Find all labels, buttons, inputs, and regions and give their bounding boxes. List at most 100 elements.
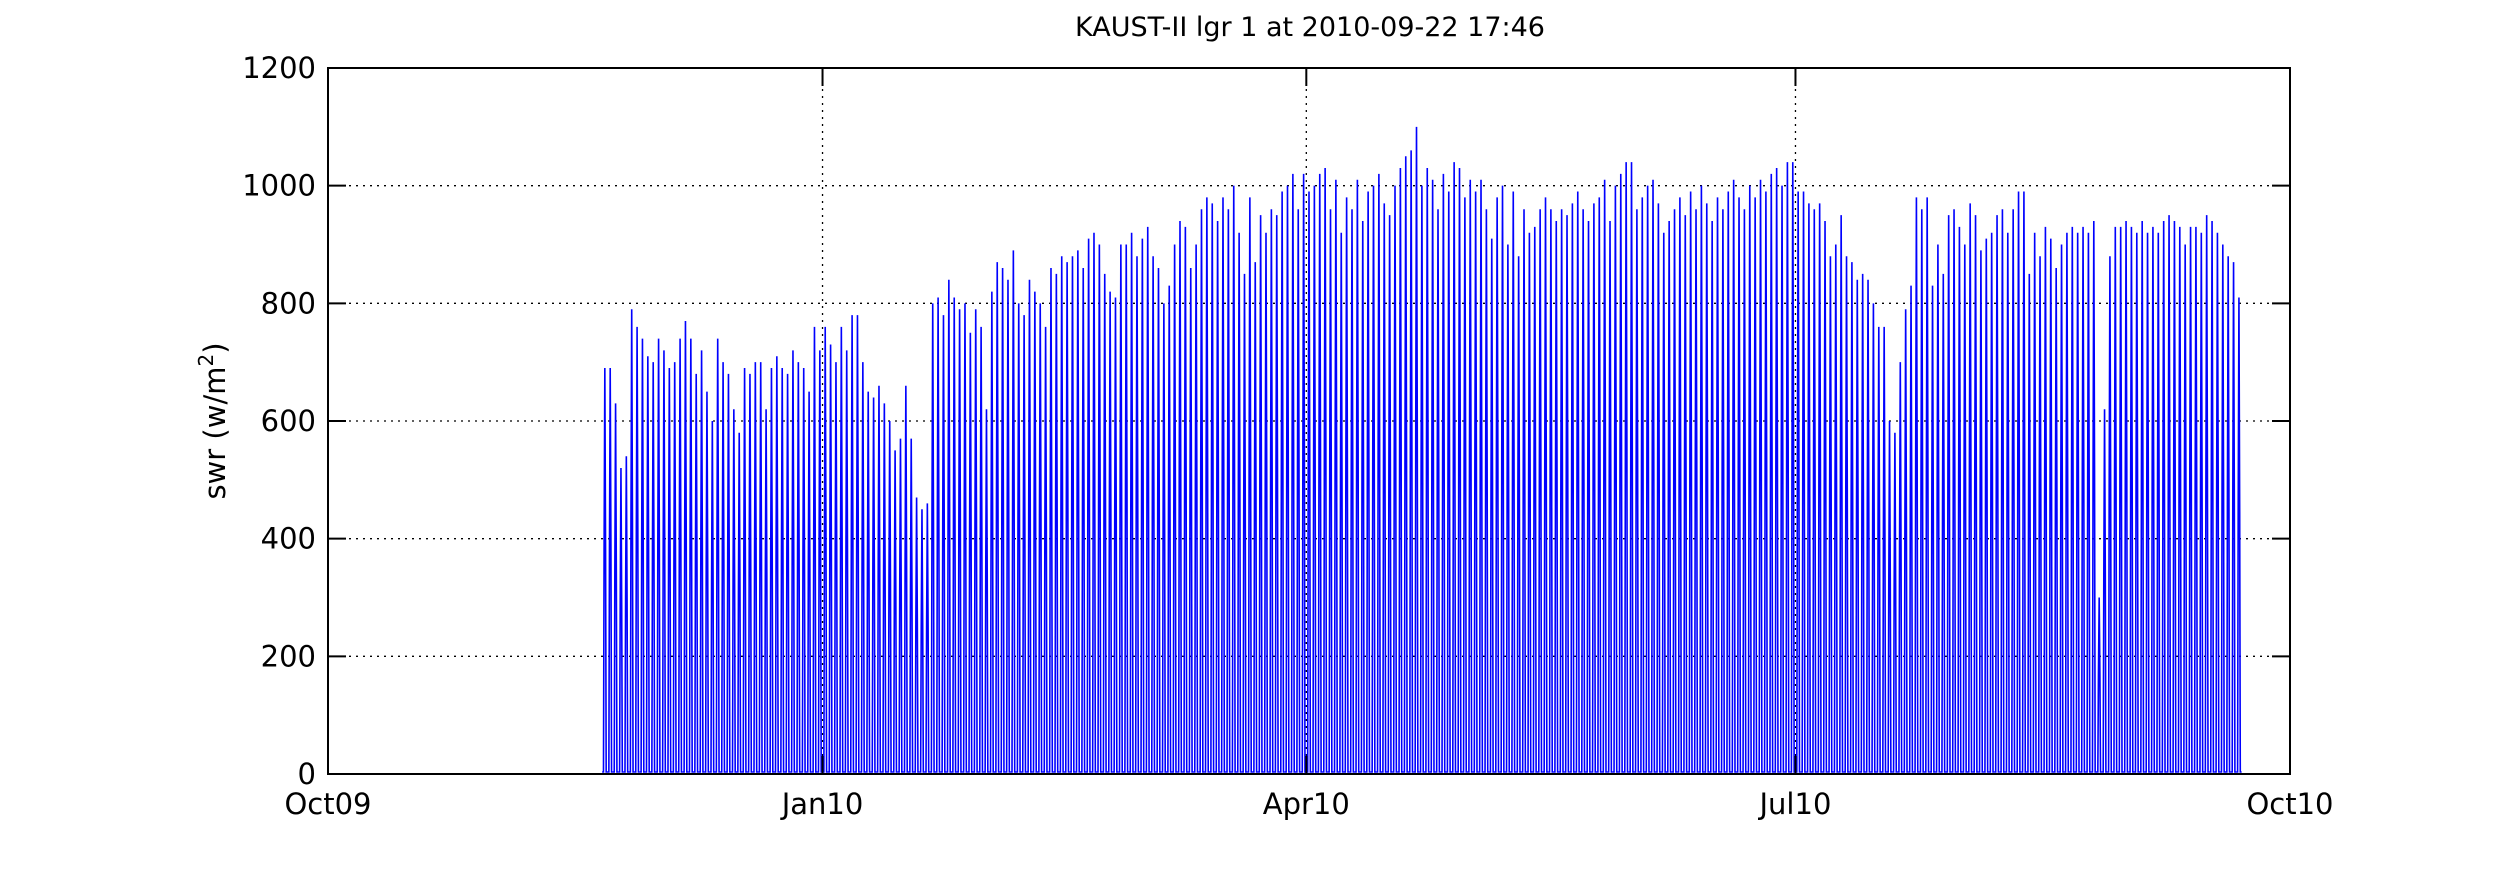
daily-swr-cycle [1816, 203, 1823, 773]
x-tick-label: Oct10 [2246, 787, 2333, 821]
daily-swr-cycle [666, 368, 673, 773]
daily-swr-cycle [1779, 185, 1785, 773]
daily-swr-cycle [1010, 250, 1017, 773]
daily-swr-cycle [1628, 162, 1635, 773]
daily-swr-cycle [1107, 291, 1113, 773]
daily-swr-cycle [1644, 185, 1651, 773]
daily-swr-cycle [865, 391, 871, 773]
daily-swr-cycle [2107, 256, 2113, 773]
daily-swr-cycle [1677, 197, 1683, 773]
daily-swr-cycle [2053, 268, 2059, 773]
daily-swr-cycle [1236, 232, 1242, 773]
daily-swr-cycle [1532, 226, 1538, 773]
daily-swr-cycle [1768, 173, 1774, 773]
daily-swr-cycle [758, 362, 764, 773]
daily-swr-cycle [817, 350, 823, 773]
daily-swr-cycle [1177, 220, 1183, 773]
daily-swr-cycle [1790, 162, 1796, 773]
daily-swr-cycle [1795, 191, 1801, 773]
daily-swr-cycle [1569, 203, 1576, 773]
daily-swr-cycle [1800, 191, 1807, 773]
daily-swr-cycle [1897, 362, 1903, 773]
daily-swr-cycle [741, 368, 748, 773]
daily-swr-cycle [715, 338, 721, 773]
daily-swr-cycle [2144, 232, 2151, 773]
daily-swr-cycle [1725, 191, 1731, 773]
daily-swr-cycle [1924, 197, 1930, 773]
daily-swr-cycle [1693, 209, 1699, 773]
daily-swr-cycle [2074, 232, 2081, 773]
daily-swr-cycle [725, 373, 732, 773]
daily-swr-cycle [1967, 203, 1973, 773]
daily-swr-cycle [1005, 279, 1011, 773]
daily-swr-cycle [1720, 209, 1726, 773]
daily-swr-cycle [983, 409, 990, 773]
daily-swr-cycle [672, 362, 678, 773]
daily-swr-cycle [1424, 168, 1430, 773]
daily-swr-cycle [838, 326, 845, 773]
daily-swr-cycle [962, 303, 968, 773]
y-tick-label: 400 [261, 522, 316, 556]
daily-swr-cycle [2005, 232, 2011, 773]
daily-swr-cycle [1623, 162, 1629, 773]
daily-swr-cycle [1483, 209, 1490, 773]
daily-swr-cycle [1069, 256, 1076, 773]
daily-swr-cycle [2015, 191, 2022, 773]
daily-swr-cycle [1983, 238, 1989, 773]
daily-swr-cycle [2203, 215, 2210, 773]
daily-swr-cycle [618, 468, 624, 773]
daily-swr-cycle [1494, 197, 1500, 773]
daily-swr-cycle [908, 438, 914, 773]
daily-swr-cycle [1956, 226, 1963, 773]
daily-swr-cycle [860, 362, 866, 773]
y-tick-label: 0 [298, 757, 316, 791]
daily-swr-cycle [1639, 197, 1645, 773]
daily-swr-cycle [1886, 420, 1893, 773]
daily-swr-cycle [1397, 168, 1404, 773]
daily-swr-cycle [930, 303, 936, 773]
daily-swr-cycle [806, 391, 812, 773]
daily-swr-cycle [1962, 244, 1968, 773]
daily-swr-cycle [1655, 203, 1662, 773]
daily-swr-cycle [1591, 203, 1597, 773]
daily-swr-cycle [1784, 162, 1791, 773]
daily-swr-cycle [946, 279, 952, 773]
daily-swr-cycle [1048, 268, 1054, 773]
daily-swr-cycle [1612, 185, 1619, 773]
daily-swr-cycle [967, 332, 974, 773]
daily-swr-cycle [2085, 232, 2092, 773]
daily-swr-cycle [1478, 179, 1484, 773]
daily-swr-cycle [1757, 179, 1764, 773]
daily-swr-cycle [2123, 220, 2129, 773]
daily-swr-cycle [1601, 179, 1608, 773]
daily-swr-cycle [2128, 226, 2135, 773]
daily-swr-cycle [2220, 244, 2226, 773]
daily-swr-cycle [1687, 191, 1694, 773]
daily-swr-cycle [1972, 215, 1979, 773]
daily-swr-cycle [704, 391, 710, 773]
daily-swr-cycle [1440, 173, 1447, 773]
daily-swr-cycle [612, 403, 619, 773]
daily-swr-cycle [1413, 126, 1420, 773]
daily-swr-cycle [1833, 244, 1839, 773]
daily-swr-cycle [827, 344, 834, 773]
daily-swr-cycle [1580, 209, 1586, 773]
daily-swr-cycle [849, 315, 855, 773]
daily-swr-cycle [1365, 191, 1371, 773]
daily-swr-cycle [677, 338, 683, 773]
daily-swr-cycle [1075, 250, 1081, 773]
daily-swr-cycle [2064, 232, 2070, 773]
daily-swr-cycle [1467, 179, 1473, 773]
daily-swr-cycle [1650, 179, 1656, 773]
daily-swr-cycle [1198, 209, 1205, 773]
daily-swr-cycle [1908, 285, 1914, 773]
daily-swr-cycle [973, 309, 979, 773]
daily-swr-cycle [1741, 209, 1748, 773]
daily-swr-cycle [1999, 209, 2006, 773]
daily-swr-cycle [1016, 303, 1022, 773]
daily-swr-cycle [1021, 315, 1027, 773]
daily-swr-cycle [1988, 232, 1995, 773]
daily-swr-cycle [720, 362, 726, 773]
daily-swr-cycle [1091, 232, 1097, 773]
